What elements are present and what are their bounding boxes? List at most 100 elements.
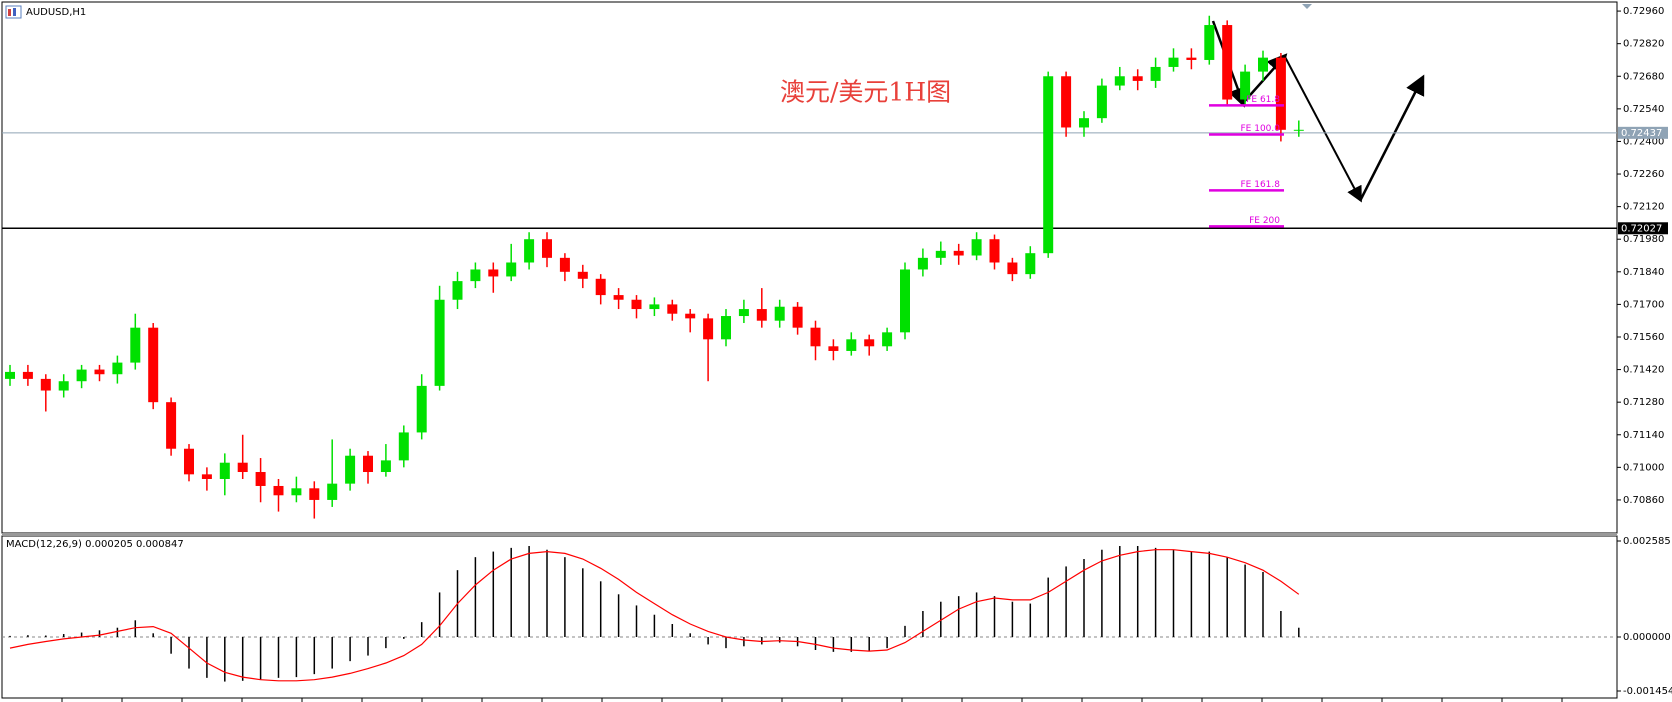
candle-body [1222,25,1233,100]
candle-body [542,239,552,258]
y-tick-label: 0.71000 [1623,462,1664,473]
candle-body [846,339,857,351]
chart-title: AUDUSD,H1 [26,7,86,18]
candle-body [166,402,177,449]
signal-line [9,549,1300,682]
candle-body [1061,76,1072,128]
candle-body [506,262,517,277]
candle-body [738,309,749,317]
candle-body [1293,129,1304,131]
y-tick-label: 0.71700 [1623,299,1664,310]
fibo-label: FE 100.0 [1241,124,1281,134]
candle-body [864,339,875,347]
candle-body [327,483,338,500]
candle-body [631,299,642,310]
y-tick-label: 0.72820 [1623,39,1664,50]
y-tick-label: 0.70860 [1623,495,1664,506]
candle-body [112,362,123,375]
price-label: 0.72027 [1621,223,1662,234]
candle-body [273,485,284,496]
candle-body [184,448,194,475]
candle-body [1240,71,1251,100]
fibo-label: FE 61.8 [1246,95,1280,105]
candle-body [774,306,785,321]
y-tick-label: 0.000000 [1623,632,1671,643]
candle-body [613,295,624,300]
y-tick-label: 0.71420 [1623,365,1664,376]
candle-body [416,385,427,433]
candle-body [685,313,696,319]
candle-body [721,316,731,340]
candle-body [1204,25,1215,60]
candle-body [1043,76,1054,254]
candle-body [792,306,803,328]
candle-body [989,239,1000,263]
candle-body [971,239,982,256]
candle-body [1096,85,1107,119]
price-label-box [1618,126,1668,139]
candle-body [219,462,230,479]
candle-body [559,257,570,272]
fibo-label: FE 200 [1249,216,1280,226]
candle-body [703,318,714,340]
y-tick-label: 0.72400 [1623,136,1664,147]
shift-marker [1302,4,1312,9]
price-label: 0.72437 [1621,128,1662,139]
candle-body [1079,118,1089,128]
candle-body [667,304,678,314]
candle-body [1114,76,1125,86]
candle-body [524,239,535,263]
y-tick-label: 0.002585 [1623,536,1671,547]
candle-body [1150,66,1161,81]
candle-body [649,304,660,310]
fibo-label: FE 161.8 [1241,180,1281,190]
candle-body [380,460,391,473]
candle-body [363,455,373,473]
candle-body [255,472,266,486]
candle-body [935,250,946,258]
candle-body [470,269,481,282]
candle-body [882,332,893,347]
y-tick-label: 0.71980 [1623,234,1664,245]
candle-body [22,371,33,379]
candle-body [900,269,910,333]
candle-body [1275,57,1286,130]
y-tick-label: -0.001454 [1623,686,1672,697]
candle-body [953,250,964,256]
y-tick-label: 0.71560 [1623,332,1664,343]
annotation: 澳元/美元1H图 [780,78,951,107]
candle-body [345,455,356,484]
candle-body [828,346,839,351]
candle-body [130,327,141,363]
candle-body [201,474,212,479]
candle-body [1258,57,1268,72]
y-tick-label: 0.72120 [1623,202,1664,213]
wave-arrows [1211,20,1425,203]
y-tick-label: 0.71840 [1623,267,1664,278]
candle-body [1025,253,1036,275]
candle-body [148,327,159,403]
symbol-icon [5,5,22,19]
price-label-box [1618,222,1668,235]
y-tick-label: 0.72540 [1623,104,1664,115]
candle-body [810,327,821,347]
candle-body [398,432,409,461]
candle-body [452,281,463,300]
y-tick-label: 0.72260 [1623,169,1664,180]
macd-pane [1,535,1618,699]
candle-body [488,269,499,277]
macd-title: MACD(12,26,9) 0.000205 0.000847 [6,539,184,550]
candle-body [58,381,69,391]
y-tick-label: 0.71280 [1623,397,1664,408]
candle-body [309,488,320,500]
candle-body [237,462,248,473]
candle-body [1186,57,1197,60]
candle-body [291,488,302,496]
candle-body [76,369,87,382]
candle-body [1168,57,1179,67]
candle-body [1132,76,1143,81]
candle-body [5,371,15,379]
candle-body [434,299,445,386]
candle-body [917,257,928,270]
candle-body [94,369,105,375]
